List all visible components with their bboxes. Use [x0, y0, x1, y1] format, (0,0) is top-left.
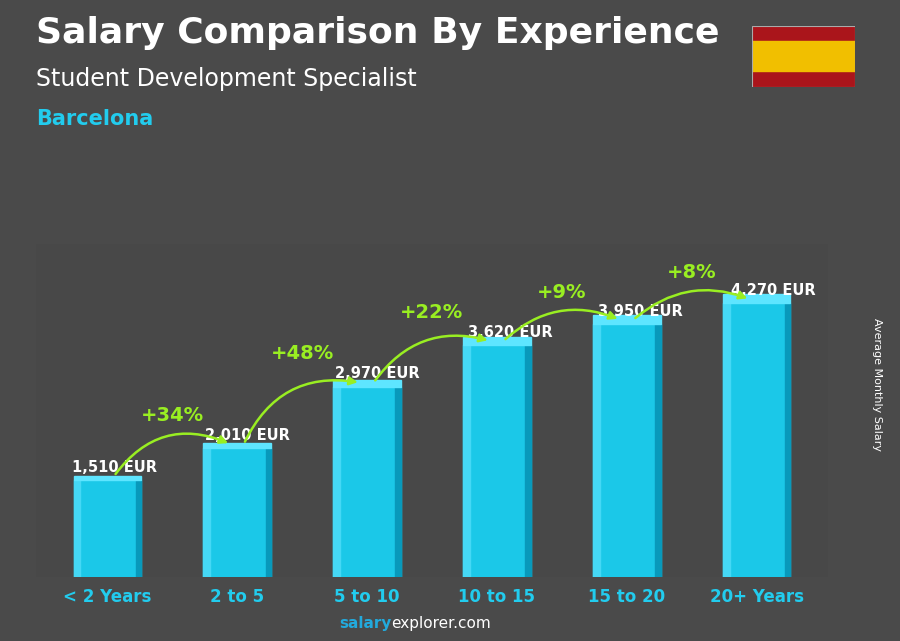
Text: 3,620 EUR: 3,620 EUR: [468, 325, 553, 340]
Text: Salary Comparison By Experience: Salary Comparison By Experience: [36, 16, 719, 50]
Bar: [203, 443, 271, 448]
Text: +48%: +48%: [271, 344, 334, 363]
Bar: [464, 345, 531, 577]
Text: 2,970 EUR: 2,970 EUR: [335, 367, 419, 381]
Bar: [136, 480, 141, 577]
Bar: [203, 448, 271, 577]
Text: +8%: +8%: [667, 263, 716, 282]
Bar: [655, 324, 661, 577]
Text: salary: salary: [339, 617, 392, 631]
Bar: [526, 345, 531, 577]
Bar: [266, 448, 271, 577]
Bar: [593, 324, 661, 577]
Bar: [74, 476, 141, 480]
Text: 4,270 EUR: 4,270 EUR: [731, 283, 815, 298]
Text: +9%: +9%: [537, 283, 587, 302]
Text: +22%: +22%: [400, 303, 464, 322]
Text: Average Monthly Salary: Average Monthly Salary: [872, 318, 883, 451]
Bar: [333, 380, 400, 387]
Bar: [74, 480, 141, 577]
Bar: [785, 303, 790, 577]
Bar: [333, 387, 340, 577]
Bar: [464, 337, 531, 345]
Text: 2,010 EUR: 2,010 EUR: [205, 428, 290, 443]
Text: Student Development Specialist: Student Development Specialist: [36, 67, 417, 91]
Text: explorer.com: explorer.com: [392, 617, 491, 631]
Text: 1,510 EUR: 1,510 EUR: [72, 460, 158, 475]
Bar: [464, 345, 470, 577]
Bar: [74, 480, 80, 577]
Bar: [752, 41, 855, 71]
Bar: [723, 294, 790, 303]
Text: +34%: +34%: [140, 406, 204, 425]
Bar: [593, 324, 599, 577]
Text: 3,950 EUR: 3,950 EUR: [598, 304, 683, 319]
Bar: [723, 303, 730, 577]
Bar: [593, 315, 661, 324]
Bar: [395, 387, 400, 577]
Bar: [333, 387, 400, 577]
Bar: [203, 448, 211, 577]
Bar: [723, 303, 790, 577]
Text: Barcelona: Barcelona: [36, 109, 153, 129]
